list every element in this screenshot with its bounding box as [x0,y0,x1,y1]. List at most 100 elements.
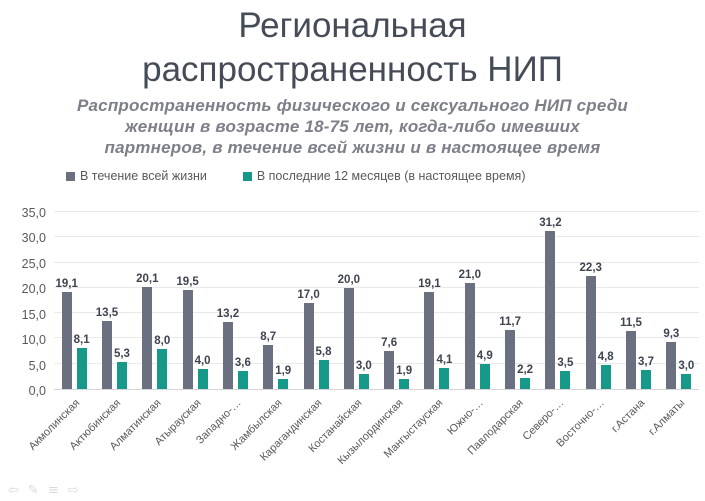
bar-value-label: 11,7 [499,315,521,328]
bar-value-label: 3,5 [557,357,574,370]
bar-value-label: 31,2 [539,217,562,230]
bar-group: 13,2 3,6 [215,212,255,389]
bar-lifetime: 19,1 [55,278,78,389]
bar-value-label: 11,5 [620,316,642,329]
y-tick-label: 20,0 [21,282,46,297]
bar-last12months: 3,6 [235,357,251,389]
page-title: Региональная распространенность НИП [0,0,705,92]
legend-label-lifetime: В течение всей жизни [80,169,207,183]
chart-subtitle: Распространенность физического и сексуал… [0,95,705,158]
bar-value-label: 21,0 [458,268,481,281]
plot-area: 19,1 8,1 13,5 5,3 20,1 8,0 19,5 4,0 13,2 3,6 8,7 1,… [54,211,699,390]
y-axis: 0,0 5,0 10,0 15,0 20,0 25,0 30,0 35,0 [6,206,54,398]
bar-group: 8,7 1,9 [256,212,296,389]
bar-value-label: 1,9 [396,365,413,378]
chart-legend: В течение всей жизни В последние 12 меся… [66,169,705,183]
bar-value-label: 13,5 [95,306,119,319]
bar-lifetime: 21,0 [459,269,481,389]
gridline [54,362,699,364]
bar-value-label: 5,3 [113,348,130,361]
bar-value-label: 8,0 [154,334,171,347]
bar-group: 17,0 5,8 [296,212,336,389]
bar-value-label: 4,0 [194,354,211,367]
bar-last12months: 4,8 [598,351,614,389]
y-tick-label: 5,0 [28,358,46,373]
bar-value-label: 3,0 [678,359,695,372]
bar-group: 20,1 8,0 [135,212,175,389]
bar-value-label: 17,0 [297,289,320,302]
bar-last12months: 3,7 [638,356,654,389]
y-tick-label: 10,0 [21,333,46,348]
bar-value-label: 3,0 [355,359,372,372]
bar-last12months: 1,9 [396,365,412,389]
bar-last12months: 5,3 [114,348,130,389]
bar-value-label: 3,6 [234,356,251,369]
bar-group: 19,1 8,1 [54,212,94,389]
y-tick-label: 15,0 [21,307,46,322]
subtitle-line-3: партнеров, в течение всей жизни и в наст… [104,138,601,157]
bar-last12months: 8,0 [154,335,170,389]
bar-group: 9,3 3,0 [659,212,699,389]
bar-value-label: 7,6 [381,336,398,349]
bar-value-label: 4,8 [597,350,614,363]
gridline [54,312,699,314]
presenter-nav-controls: ⇦ ✎ ≡ ⇨ [8,484,79,497]
legend-label-last12months: В последние 12 месяцев (в настоящее врем… [256,169,526,183]
y-tick-label: 35,0 [21,206,46,220]
bar-lifetime: 19,5 [176,276,199,389]
bar-group: 7,6 1,9 [377,212,417,389]
bar-lifetime: 19,1 [418,278,441,389]
bar-group: 31,2 3,5 [538,212,578,389]
bar-last12months: 1,9 [275,365,291,389]
bar-last12months: 3,5 [557,357,573,389]
bar-group: 13,5 5,3 [94,212,134,389]
next-slide-icon[interactable]: ⇨ [67,483,79,498]
bar-lifetime: 9,3 [663,328,679,389]
y-tick-label: 25,0 [21,256,46,271]
bar-lifetime: 13,5 [96,307,118,389]
bar-last12months: 4,0 [195,355,211,389]
pen-icon[interactable]: ✎ [27,483,39,498]
bar-lifetime: 13,2 [217,308,239,389]
bar-chart: 0,0 5,0 10,0 15,0 20,0 25,0 30,0 35,0 19,1 8,1 13… [6,206,699,475]
bar-last12months: 5,8 [316,346,332,389]
bar-value-label: 20,1 [136,273,159,286]
bar-lifetime: 22,3 [580,262,602,389]
bar-value-label: 5,8 [315,345,332,358]
bar-value-label: 19,1 [418,278,441,291]
x-tick-label: Южно-… [445,397,486,438]
bar-lifetime: 17,0 [297,289,320,389]
bar-value-label: 19,5 [176,276,199,289]
page-title-line-2: распространенность НИП [142,50,563,89]
bar-last12months: 4,9 [477,350,493,389]
menu-icon[interactable]: ≡ [47,483,59,498]
bar-value-label: 20,0 [337,273,361,286]
legend-swatch-lifetime-icon [66,171,75,181]
x-axis: Акмолинская Актюбинская Алматинская Атыраус… [27,390,699,475]
previous-slide-icon[interactable]: ⇦ [8,483,19,498]
bar-value-label: 8,1 [73,334,90,347]
bar-last12months: 2,2 [517,364,533,389]
bar-group: 11,7 2,2 [497,212,537,389]
gridline [54,236,699,238]
bar-value-label: 2,2 [517,363,534,376]
subtitle-line-1: Распространенность физического и сексуал… [76,96,628,115]
legend-item-lifetime: В течение всей жизни [66,169,207,183]
page-title-line-1: Региональная [238,6,467,45]
bar-group: 11,5 3,7 [618,212,658,389]
bar-value-label: 22,3 [579,262,602,275]
gridline [54,261,699,263]
bar-value-label: 4,1 [436,354,453,367]
bar-lifetime: 11,5 [620,317,642,389]
bar-lifetime: 7,6 [381,337,397,389]
gridline [54,337,699,339]
bar-lifetime: 20,0 [338,274,360,389]
bar-group: 20,0 3,0 [336,212,376,389]
bar-value-label: 9,3 [663,327,680,340]
subtitle-line-2: женщин в возрасте 18-75 лет, когда-либо … [125,117,580,136]
y-tick-label: 0,0 [28,384,46,398]
bar-value-label: 1,9 [275,365,292,378]
bar-value-label: 19,1 [55,278,78,291]
x-tick-label: г.Алматы [646,397,688,438]
